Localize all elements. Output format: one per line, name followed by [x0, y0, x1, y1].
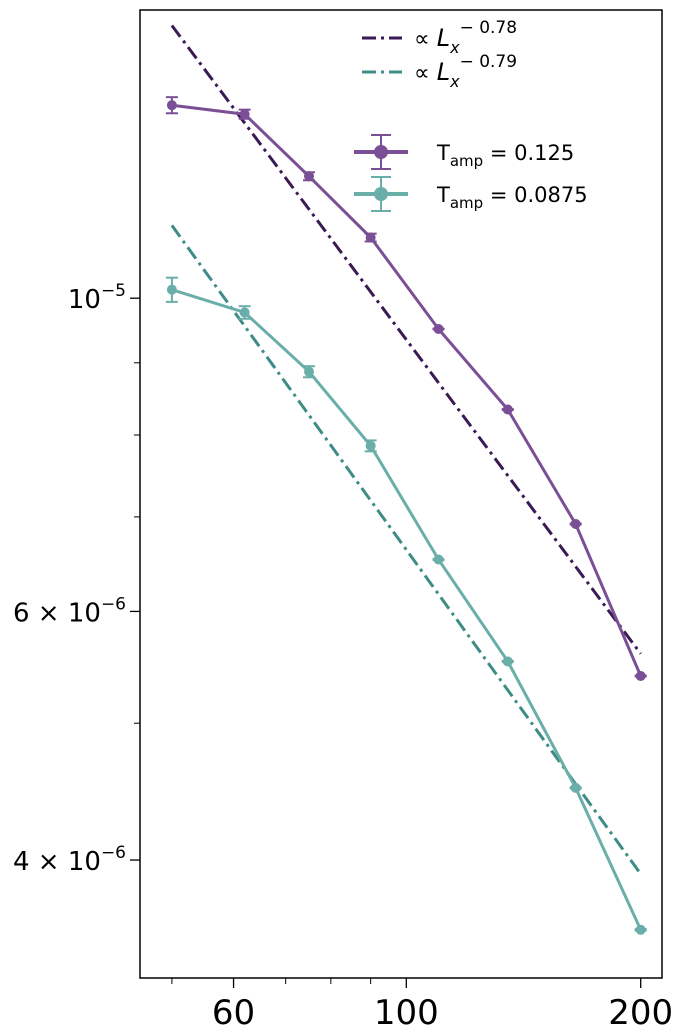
data-point — [635, 924, 646, 935]
data-point — [166, 100, 177, 111]
data-point — [239, 109, 250, 120]
legend-label-rest: = 0.125 — [483, 141, 574, 165]
legend-prefix: ∝ — [414, 61, 437, 86]
y-tick-mantissa: 6 × — [13, 598, 68, 628]
data-point — [635, 671, 646, 682]
y-tick-label: 10−5 — [68, 281, 126, 315]
x-tick-label: 200 — [608, 993, 673, 1033]
data-point — [433, 324, 444, 335]
legend-label-main: T — [436, 183, 450, 207]
legend-label-sub: amp — [450, 194, 483, 212]
series-line-2 — [171, 288, 643, 931]
y-tick-base: 10 — [68, 285, 101, 315]
fit-lines — [170, 24, 642, 875]
legend-prefix: ∝ — [414, 27, 437, 52]
legend-var: L — [437, 58, 450, 86]
legend-exp: − 0.79 — [460, 52, 518, 72]
legend-marker — [374, 145, 388, 159]
legend-sub: x — [449, 72, 460, 91]
data-point — [166, 284, 177, 295]
y-tick-label: 6 × 10−6 — [13, 594, 126, 628]
data-point — [304, 366, 315, 377]
legend-fit-label-1: ∝ Lx− 0.78 — [414, 18, 517, 57]
data-point — [365, 440, 376, 451]
legend-series-label-2: Tamp = 0.0875 — [436, 183, 588, 212]
series-line-1 — [171, 103, 643, 677]
y-tick-base: 10 — [68, 598, 101, 628]
legend-var: L — [437, 24, 450, 52]
fit-line-1 — [170, 24, 642, 655]
y-tick-exponent: −6 — [101, 594, 126, 614]
data-point — [433, 554, 444, 565]
data-point — [239, 307, 250, 318]
data-point — [365, 232, 376, 243]
legend-label-sub: amp — [450, 152, 483, 170]
y-tick-exponent: −6 — [101, 843, 126, 863]
legend-sub: x — [449, 38, 460, 57]
data-point — [570, 518, 581, 529]
data-point — [502, 656, 513, 667]
legend-fit-label-2: ∝ Lx− 0.79 — [414, 52, 517, 91]
data-series — [165, 96, 647, 935]
data-point — [304, 171, 315, 182]
legend-marker — [374, 187, 388, 201]
y-tick-label: 4 × 10−6 — [13, 843, 126, 877]
legend-label-rest: = 0.0875 — [483, 183, 587, 207]
y-tick-base: 10 — [68, 847, 101, 877]
data-point — [570, 782, 581, 793]
legend-series-label-1: Tamp = 0.125 — [436, 141, 574, 170]
x-tick-label: 100 — [374, 993, 439, 1033]
legend-label-main: T — [436, 141, 450, 165]
legend-exp: − 0.78 — [460, 18, 518, 38]
x-tick-label: 60 — [212, 993, 255, 1033]
data-point — [502, 404, 513, 415]
y-tick-mantissa: 4 × — [13, 847, 68, 877]
plot-frame — [139, 9, 663, 979]
y-tick-exponent: −5 — [101, 281, 126, 301]
